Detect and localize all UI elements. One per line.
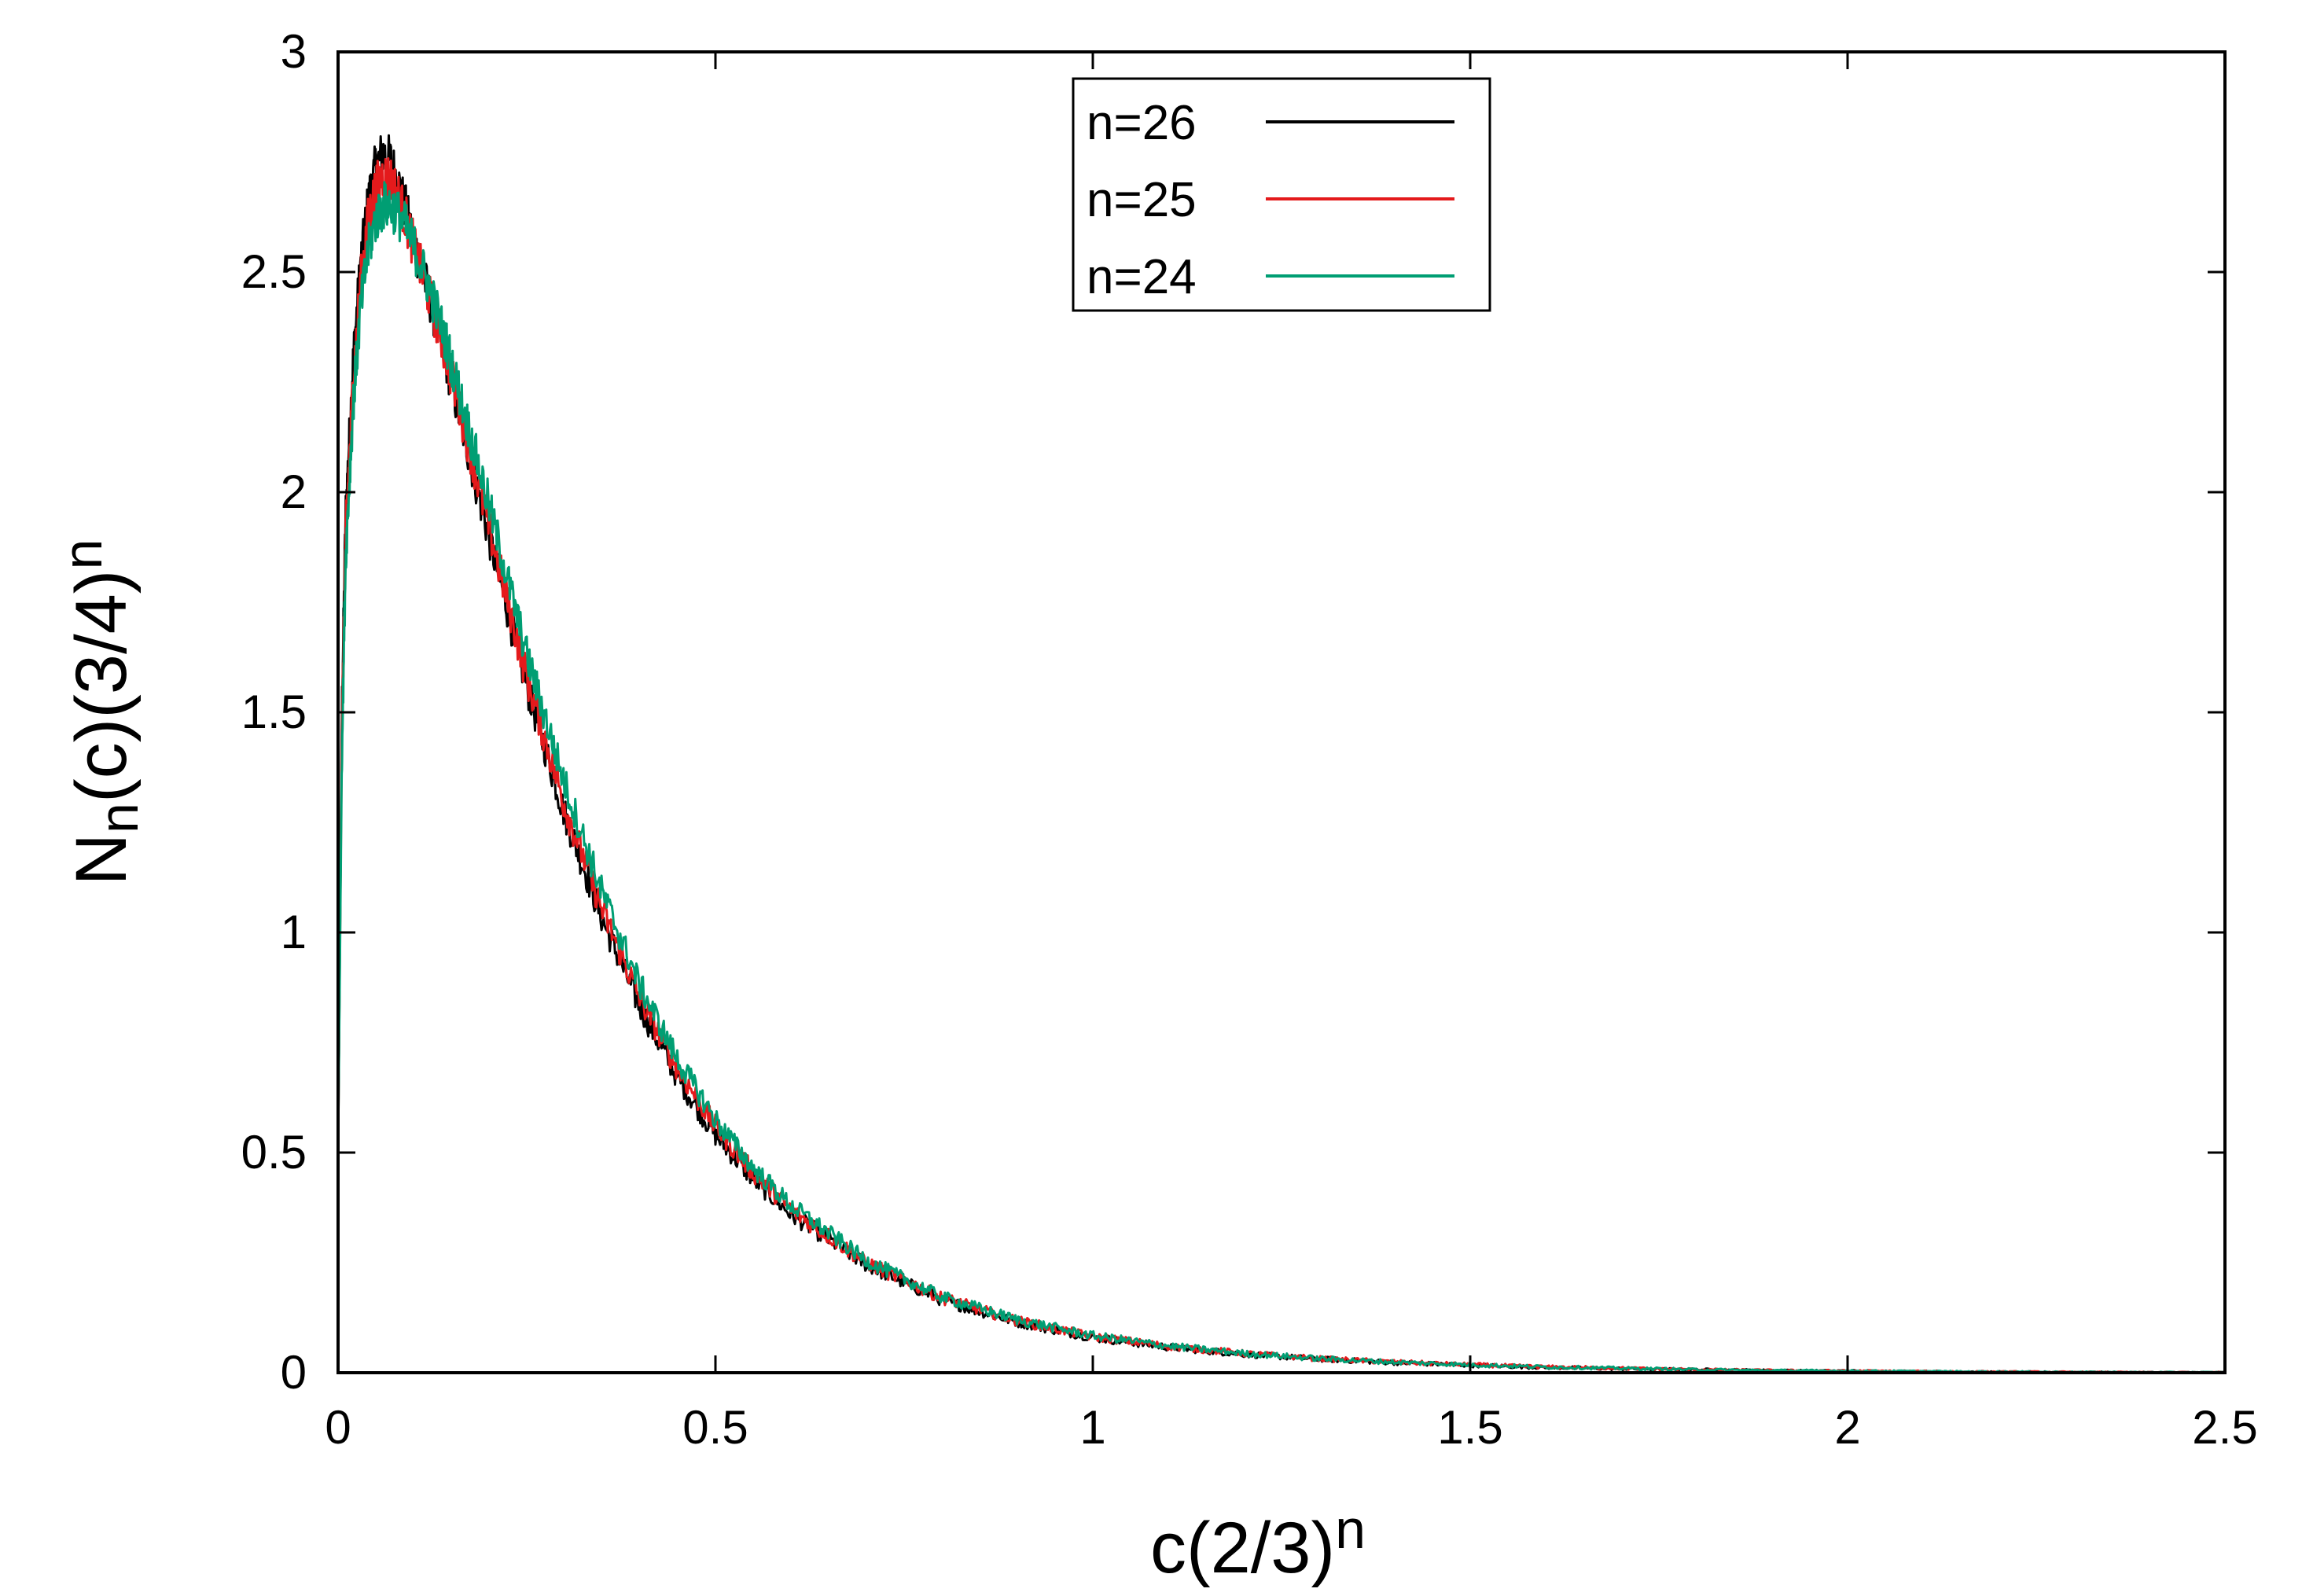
plot-frame: [336, 50, 2227, 1374]
y-axis-title-sub: n: [88, 803, 149, 833]
svg-text:Nn(c)(3/4)n: Nn(c)(3/4)n: [52, 539, 150, 886]
x-tick-label: 2.5: [2192, 1401, 2257, 1454]
svg-text:c(2/3)n: c(2/3)n: [1150, 1499, 1366, 1589]
y-axis-title-base: N: [61, 833, 142, 885]
series-layer: [336, 134, 2226, 1374]
y-axis-title-mid: (c)(3/4): [61, 570, 142, 803]
legend-label: n=25: [1087, 173, 1197, 227]
x-tick-label: 0.5: [682, 1401, 748, 1454]
y-tick-label: 1.5: [241, 686, 307, 738]
y-axis-title-sup: n: [52, 539, 113, 570]
series-line-3: [336, 181, 2226, 1374]
x-tick-label: 1: [1079, 1401, 1105, 1454]
y-tick-label: 0.5: [241, 1126, 307, 1179]
x-axis-title: c(2/3)n: [1150, 1499, 1366, 1589]
legend-box: [1072, 77, 1491, 312]
y-axis-title: Nn(c)(3/4)n: [52, 539, 150, 886]
y-tick-label: 1: [281, 906, 307, 958]
x-tick-label: 0: [325, 1401, 351, 1454]
x-axis-title-base: c(2/3): [1150, 1508, 1335, 1588]
y-tick-label: 2: [281, 465, 307, 518]
y-tick-label: 0: [281, 1346, 307, 1399]
y-tick-label: 3: [281, 25, 307, 78]
x-tick-label: 2: [1834, 1401, 1860, 1454]
x-tick-label: 1.5: [1437, 1401, 1502, 1454]
legend: n=26 n=25 n=24: [1072, 77, 1491, 312]
legend-label: n=24: [1087, 250, 1197, 304]
x-axis-title-sup: n: [1335, 1499, 1366, 1560]
legend-label: n=26: [1087, 96, 1197, 150]
y-tick-label: 2.5: [241, 245, 307, 298]
axes-layer: 0 0.5 1 1.5 2 2.5 0 0.5 1 1.5 2 2.5 3: [241, 25, 2258, 1454]
